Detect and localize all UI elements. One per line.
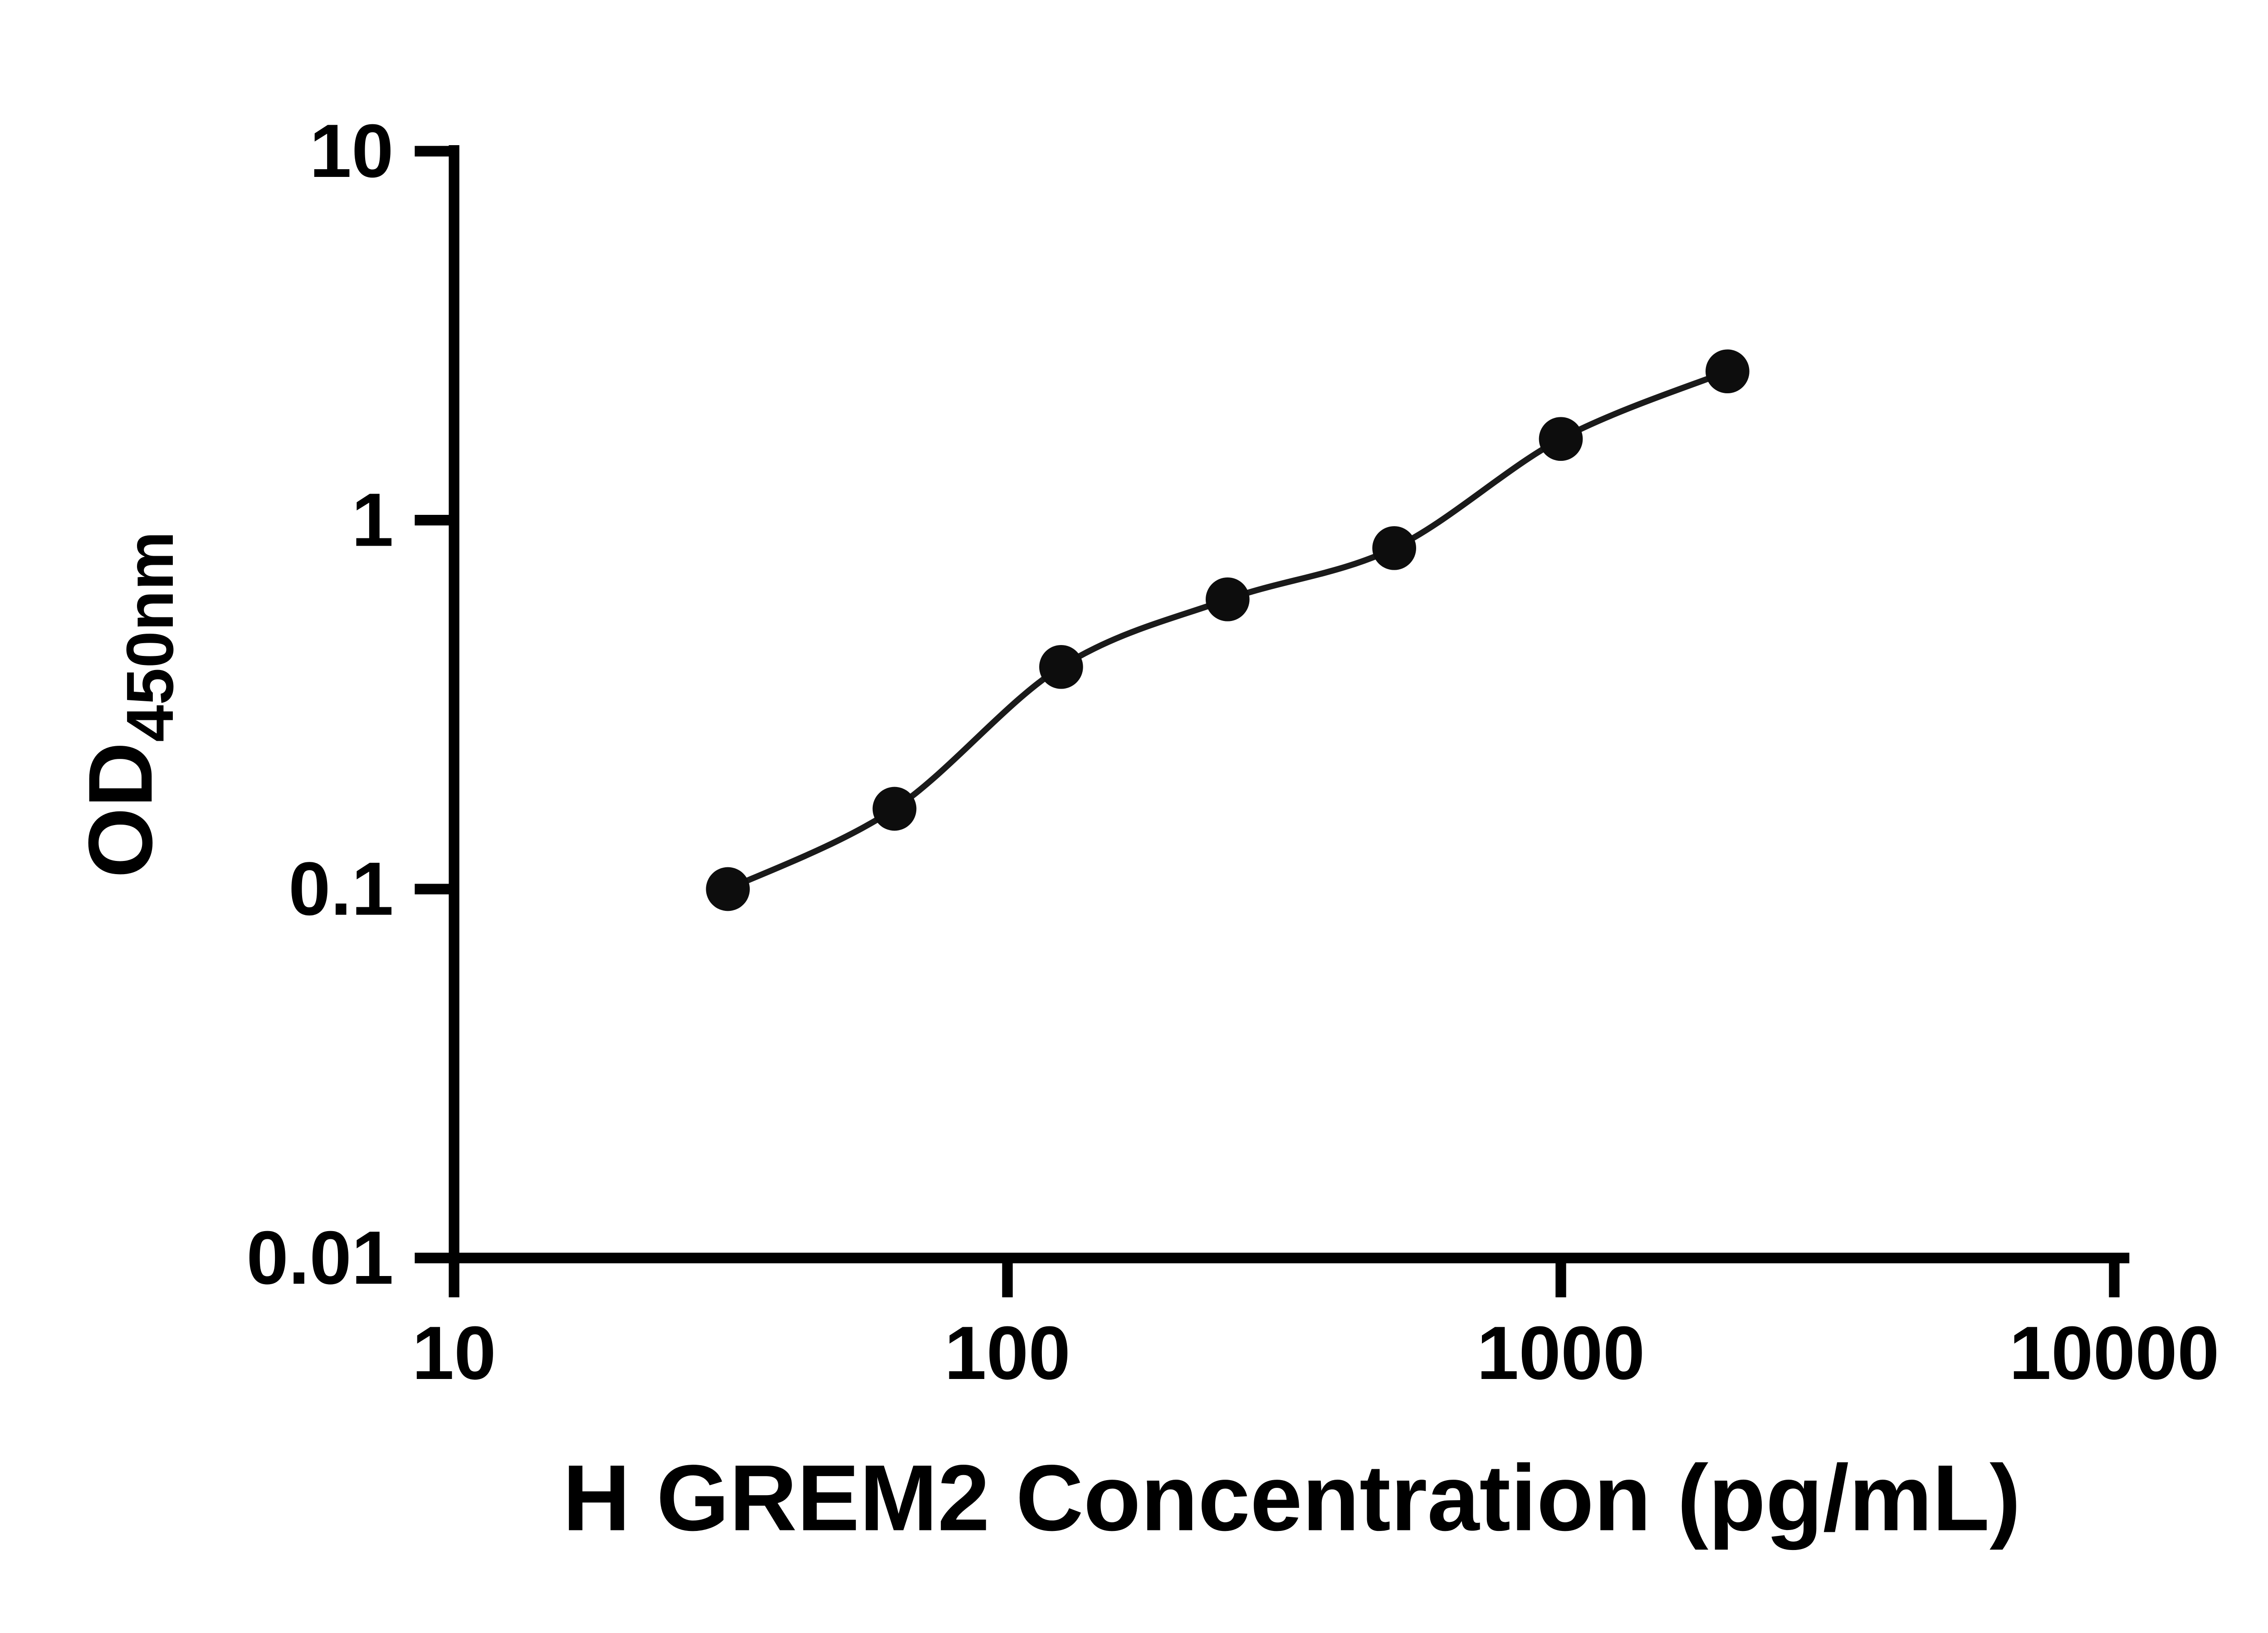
y-axis-title-subscript: 450nm bbox=[113, 531, 187, 742]
y-tick-label: 10 bbox=[309, 109, 393, 193]
x-tick-label: 1000 bbox=[1477, 1311, 1645, 1395]
data-point bbox=[1705, 349, 1750, 393]
data-point bbox=[706, 867, 750, 911]
y-tick-label: 1 bbox=[352, 478, 394, 562]
y-tick-label: 0.1 bbox=[288, 847, 394, 931]
data-point bbox=[1039, 645, 1083, 689]
data-points bbox=[706, 349, 1750, 911]
y-axis-ticks: 10 1 0.1 0.01 bbox=[246, 109, 454, 1300]
x-tick-label: 10 bbox=[412, 1311, 496, 1395]
data-point bbox=[1206, 577, 1250, 621]
axes bbox=[449, 145, 2130, 1263]
x-tick-label: 10000 bbox=[2009, 1311, 2219, 1395]
data-point bbox=[872, 787, 917, 831]
data-point bbox=[1372, 526, 1416, 570]
x-tick-label: 100 bbox=[944, 1311, 1070, 1395]
y-axis-title-main: OD bbox=[70, 742, 171, 878]
x-axis-title: H GREM2 Concentration (pg/mL) bbox=[562, 1445, 2021, 1550]
x-axis-ticks: 10 100 1000 10000 bbox=[412, 1258, 2219, 1395]
y-axis-title: OD450nm bbox=[70, 531, 187, 878]
y-tick-label: 0.01 bbox=[246, 1216, 393, 1300]
data-point bbox=[1539, 417, 1583, 461]
